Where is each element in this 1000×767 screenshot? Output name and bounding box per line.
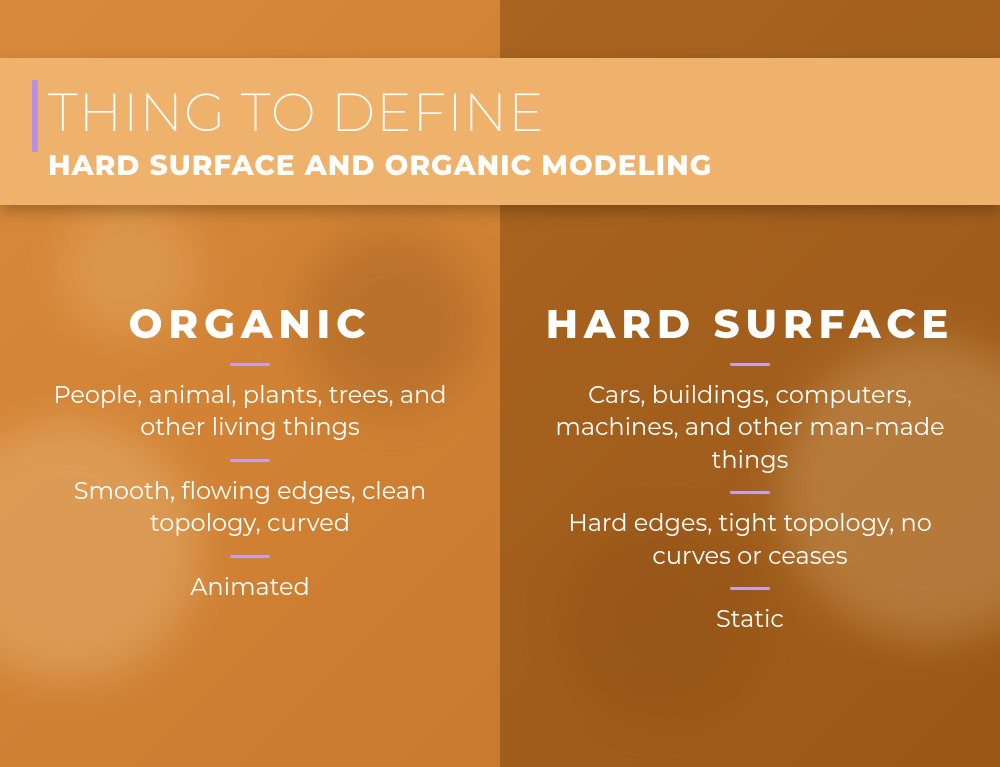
organic-column: ORGANIC People, animal, plants, trees, a… [0,300,500,604]
divider-icon [730,363,770,366]
divider-icon [230,555,270,558]
organic-item-3: Animated [42,572,458,604]
infographic-canvas: THING TO DEFINE HARD SURFACE AND ORGANIC… [0,0,1000,767]
hard-surface-item-3: Static [542,604,958,636]
divider-icon [730,587,770,590]
header-accent-bar [32,80,38,152]
hard-surface-item-1: Cars, buildings, computers, machines, an… [542,380,958,477]
hard-surface-heading: HARD SURFACE [542,300,958,349]
hard-surface-column: HARD SURFACE Cars, buildings, computers,… [500,300,1000,636]
divider-icon [730,491,770,494]
header-band: THING TO DEFINE HARD SURFACE AND ORGANIC… [0,58,1000,205]
organic-heading: ORGANIC [42,300,458,349]
divider-icon [230,363,270,366]
divider-icon [230,459,270,462]
header-title: THING TO DEFINE [48,80,960,145]
organic-item-2: Smooth, flowing edges, clean topology, c… [42,476,458,541]
header-subtitle: HARD SURFACE AND ORGANIC MODELING [48,149,960,183]
hard-surface-item-2: Hard edges, tight topology, no curves or… [542,508,958,573]
organic-item-1: People, animal, plants, trees, and other… [42,380,458,445]
